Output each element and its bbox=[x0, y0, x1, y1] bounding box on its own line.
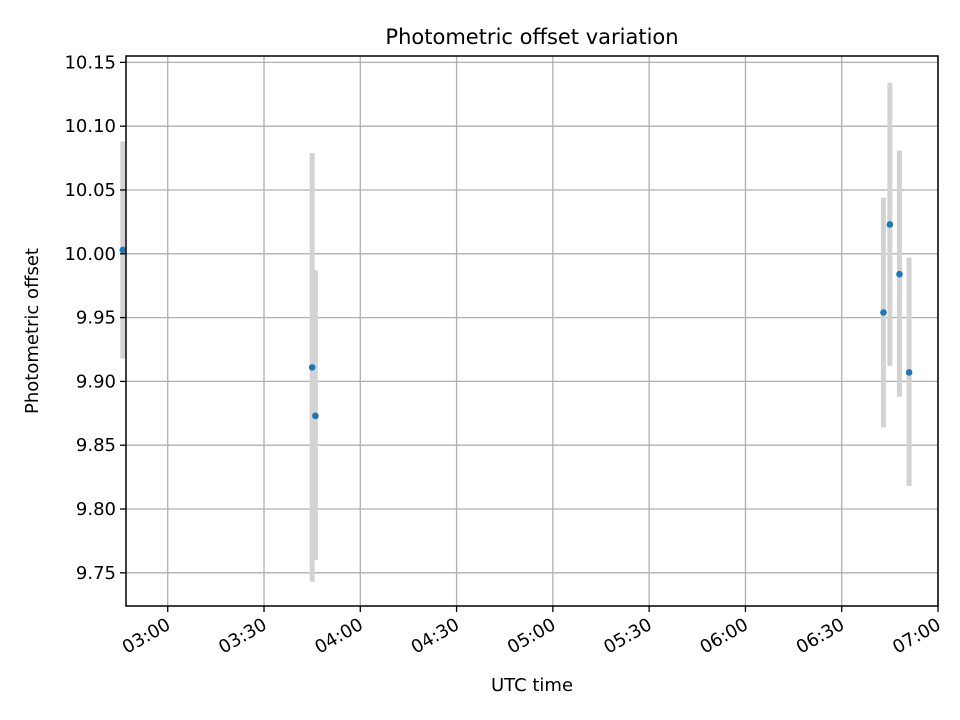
y-tick-label: 9.95 bbox=[76, 308, 116, 329]
data-point bbox=[880, 309, 887, 316]
data-point bbox=[308, 364, 316, 371]
plot-frame bbox=[125, 55, 939, 607]
data-point bbox=[905, 369, 913, 376]
data-point bbox=[312, 412, 319, 420]
x-tick-label: 06:30 bbox=[793, 614, 848, 658]
x-tick-label: 03:30 bbox=[215, 614, 270, 658]
y-tick-label: 10.05 bbox=[64, 180, 116, 201]
y-tick-label: 9.90 bbox=[76, 371, 116, 392]
y-tick-label: 10.00 bbox=[64, 244, 116, 265]
x-axis-label: UTC time bbox=[491, 675, 573, 696]
chart-title: Photometric offset variation bbox=[385, 25, 678, 49]
y-axis-label: Photometric offset bbox=[22, 248, 43, 414]
x-tick-label: 04:00 bbox=[311, 614, 366, 658]
x-tick-label: 03:00 bbox=[119, 614, 174, 658]
x-tick-label: 05:00 bbox=[504, 614, 559, 658]
y-axis-ticks: 9.75 9.80 9.85 9.90 9.95 10.00 10.05 10.10 10.15 bbox=[64, 52, 126, 584]
x-tick-label: 06:00 bbox=[697, 614, 752, 658]
x-tick-label: 07:00 bbox=[889, 614, 944, 658]
y-tick-label: 9.85 bbox=[76, 435, 116, 456]
y-tick-label: 10.10 bbox=[64, 116, 116, 137]
x-axis-ticks: 03:00 03:30 04:00 04:30 05:00 05:30 06:00 06:30… bbox=[119, 606, 945, 658]
data-point bbox=[896, 270, 903, 278]
x-tick-label: 04:30 bbox=[408, 614, 463, 658]
grid bbox=[126, 56, 939, 606]
data-point bbox=[886, 221, 894, 228]
x-tick-label: 05:30 bbox=[600, 614, 655, 658]
data-point bbox=[119, 246, 127, 254]
y-tick-label: 9.75 bbox=[76, 563, 116, 584]
y-tick-label: 10.15 bbox=[64, 52, 116, 73]
error-bars bbox=[120, 82, 912, 582]
y-tick-label: 9.80 bbox=[76, 499, 116, 520]
data-points bbox=[119, 221, 913, 420]
